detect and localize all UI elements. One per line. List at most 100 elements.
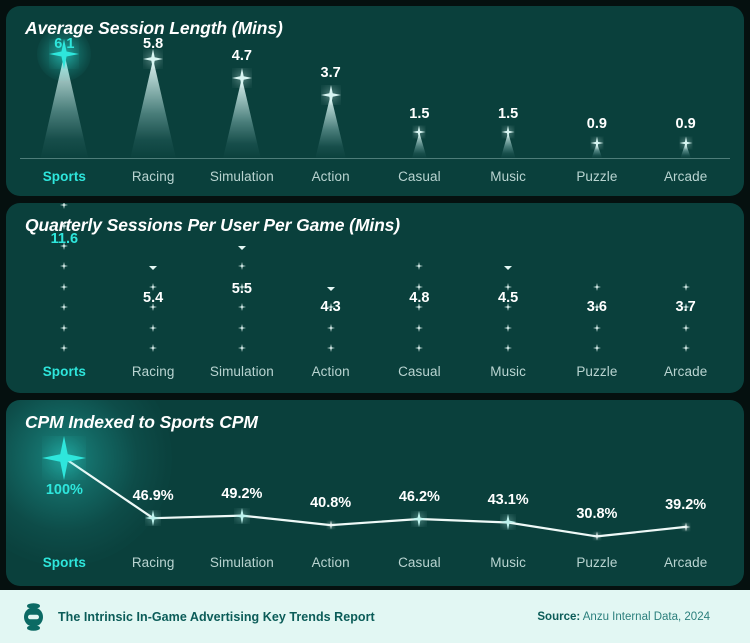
line-point-puzzle [592,531,602,541]
stack-simulation [198,231,287,357]
star-marker [501,125,515,139]
panel-title: Average Session Length (Mins) [25,18,283,38]
panel-title: CPM Indexed to Sports CPM [25,412,258,432]
bar-sports [20,27,109,158]
category-label-music: Music [490,364,526,379]
category-label-action: Action [311,169,350,184]
category-label-arcade: Arcade [663,364,708,379]
diamond-marker [237,319,246,337]
diamond-marker [681,319,690,337]
category-label-sports: Sports [42,555,87,570]
cone-shape [680,142,691,158]
star-marker [590,136,604,150]
category-label-simulation: Simulation [209,169,274,184]
footer-report-title: The Intrinsic In-Game Advertising Key Tr… [58,609,375,624]
diamond-marker [415,257,424,275]
category-label-music: Music [490,555,526,570]
diamond-marker [326,319,335,337]
stack-arcade [641,231,730,357]
footer-source-label: Source: [537,610,581,623]
stack-action [286,231,375,357]
diamond-marker [415,298,424,316]
star-marker [143,49,164,70]
diamond-marker [504,278,513,296]
footer-source-value: Anzu Internal Data, 2024 [582,610,710,623]
category-label-puzzle: Puzzle [576,555,618,570]
diamond-marker [504,257,513,275]
diamond-marker [60,257,69,275]
diamond-marker [592,319,601,337]
diamond-marker [326,339,335,357]
footer-bar: The Intrinsic In-Game Advertising Key Tr… [0,590,750,643]
footer-source: Source: Anzu Internal Data, 2024 [537,611,728,623]
diamond-marker [592,298,601,316]
panel-cpm-indexed: CPM Indexed to Sports CPM 100% 46.9% 49.2%… [6,400,744,586]
diamond-marker [504,339,513,357]
axis-line [20,158,730,159]
diamond-marker [681,278,690,296]
diamond-stack [681,278,690,357]
value-label-music: 43.1% [487,492,529,509]
category-label-puzzle: Puzzle [576,169,618,184]
diamond-marker [415,339,424,357]
line-point-arcade [681,522,691,532]
line-point-simulation [233,507,250,524]
category-label-action: Action [311,364,350,379]
category-labels-group: Sports Racing Simulation Action Casual Music P… [20,169,730,184]
bar-arcade [641,36,730,158]
line-point-sports [42,436,87,480]
value-label-arcade: 39.2% [665,496,707,513]
category-label-casual: Casual [398,364,441,379]
diamond-marker [149,257,158,275]
cone-shape [591,142,603,158]
bar-music [464,36,553,158]
stack-music [464,231,553,357]
category-label-arcade: Arcade [663,169,708,184]
diamond-marker [149,298,158,316]
diamond-marker [237,298,246,316]
category-label-music: Music [490,169,526,184]
diamond-marker [326,298,335,316]
diamond-marker [237,278,246,296]
diamond-marker [237,257,246,275]
cone-bars-group [20,27,730,158]
diamond-stack [504,257,513,357]
diamond-stack [415,257,424,357]
line-point-racing [145,510,162,527]
value-label-casual: 46.2% [398,488,440,505]
category-label-casual: Casual [398,555,441,570]
diamond-marker [592,278,601,296]
diamond-marker [60,217,69,235]
diamond-marker [237,339,246,357]
category-label-racing: Racing [131,364,175,379]
bar-casual [375,36,464,158]
category-labels-group: Sports Racing Simulation Action Casual Music P… [20,364,730,379]
category-label-arcade: Arcade [663,555,708,570]
line-point-action [326,520,336,530]
diamond-marker [149,319,158,337]
anzu-logo-icon [24,602,43,631]
diamond-stack [149,257,158,357]
stack-casual [375,231,464,357]
cone-shape [130,59,176,158]
diamond-marker [60,203,69,214]
diamond-marker [592,339,601,357]
category-label-racing: Racing [131,555,175,570]
bar-puzzle [553,36,642,158]
diamond-marker [415,319,424,337]
category-label-racing: Racing [131,169,175,184]
diamond-marker [504,298,513,316]
diamond-marker [504,319,513,337]
cone-shape [223,77,261,158]
category-labels-group: Sports Racing Simulation Action Casual Music P… [20,555,730,570]
diamond-marker [60,298,69,316]
category-label-sports: Sports [42,169,87,184]
diamond-stack [237,237,246,357]
category-label-casual: Casual [398,169,441,184]
diamond-marker [681,339,690,357]
diamond-stacks-group [20,203,730,357]
stack-sports [20,203,109,357]
category-label-action: Action [311,555,350,570]
diamond-marker [681,298,690,316]
star-marker [49,39,80,69]
